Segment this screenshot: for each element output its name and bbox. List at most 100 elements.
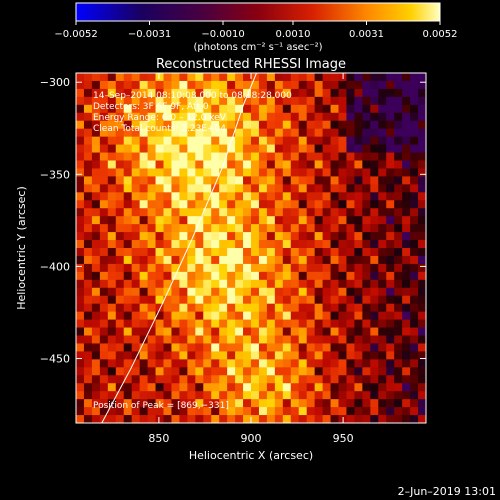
heatmap-cell bbox=[83, 279, 93, 289]
heatmap-cell bbox=[354, 287, 363, 297]
heatmap-cell bbox=[171, 263, 181, 273]
heatmap-cell bbox=[354, 136, 363, 146]
heatmap-cell bbox=[131, 216, 141, 225]
heatmap-cell bbox=[83, 375, 93, 384]
heatmap-cell bbox=[251, 359, 260, 368]
heatmap-cell bbox=[370, 375, 379, 384]
heatmap-cell bbox=[211, 216, 220, 225]
heatmap-cell bbox=[115, 263, 125, 273]
heatmap-cell bbox=[147, 136, 157, 146]
heatmap-cell bbox=[147, 96, 157, 106]
heatmap-cell bbox=[171, 351, 181, 360]
heatmap-cell bbox=[370, 407, 379, 416]
heatmap-cell bbox=[362, 279, 371, 289]
heatmap-cell bbox=[83, 407, 93, 416]
heatmap-cell bbox=[410, 415, 419, 423]
heatmap-cell bbox=[274, 192, 284, 201]
y-axis-label: Heliocentric Y (arcsec) bbox=[15, 186, 28, 310]
heatmap-cell bbox=[402, 168, 411, 178]
heatmap-cell bbox=[139, 391, 149, 400]
heatmap-cell bbox=[314, 279, 324, 289]
heatmap-cell bbox=[251, 279, 260, 289]
heatmap-cell bbox=[171, 136, 181, 146]
heatmap-cell bbox=[187, 375, 196, 384]
heatmap-cell bbox=[251, 80, 260, 90]
heatmap-cell bbox=[282, 295, 292, 305]
heatmap-cell bbox=[338, 176, 348, 185]
heatmap-cell bbox=[123, 351, 133, 360]
heatmap-cell bbox=[362, 335, 371, 345]
heatmap-cell bbox=[314, 359, 324, 368]
heatmap-cell bbox=[147, 248, 157, 257]
heatmap-cell bbox=[251, 192, 260, 201]
heatmap-cell bbox=[282, 327, 292, 337]
heatmap-cell bbox=[402, 248, 411, 257]
heatmap-cell bbox=[91, 327, 101, 337]
heatmap-cell bbox=[115, 184, 125, 193]
heatmap-cell bbox=[378, 343, 387, 353]
heatmap-cell bbox=[243, 303, 252, 313]
heatmap-cell bbox=[179, 216, 188, 225]
heatmap-cell bbox=[99, 73, 109, 82]
heatmap-cell bbox=[131, 391, 141, 400]
heatmap-cell bbox=[386, 311, 395, 321]
heatmap-cell bbox=[227, 168, 236, 178]
heatmap-cell bbox=[211, 263, 220, 273]
heatmap-cell bbox=[147, 192, 157, 201]
heatmap-cell bbox=[362, 128, 371, 138]
heatmap-cell bbox=[258, 279, 268, 289]
heatmap-cell bbox=[211, 359, 220, 368]
heatmap-cell bbox=[187, 160, 196, 170]
heatmap-cell bbox=[370, 327, 379, 337]
heatmap-cell bbox=[155, 200, 165, 209]
heatmap-cell bbox=[179, 263, 188, 273]
heatmap-cell bbox=[123, 407, 133, 416]
heatmap-cell bbox=[219, 176, 228, 185]
heatmap-cell bbox=[107, 128, 117, 138]
heatmap-cell bbox=[322, 176, 332, 185]
heatmap-cell bbox=[243, 160, 252, 170]
heatmap-cell bbox=[346, 96, 356, 106]
solar-limb-curve bbox=[101, 73, 257, 423]
heatmap-cell bbox=[330, 144, 340, 154]
heatmap-cell bbox=[187, 144, 196, 154]
heatmap-cell bbox=[298, 232, 308, 241]
heatmap-cell bbox=[235, 120, 244, 130]
annotation-block: 14–Sep–2014 08:10:08.000 to 08:18:28.000… bbox=[93, 91, 292, 134]
heatmap-cell bbox=[187, 303, 196, 313]
heatmap-cell bbox=[370, 279, 379, 289]
heatmap-cell bbox=[394, 168, 403, 178]
heatmap-cell bbox=[179, 88, 188, 98]
heatmap-cell bbox=[91, 96, 101, 106]
heatmap-cell bbox=[219, 144, 228, 154]
heatmap-cell bbox=[227, 96, 236, 106]
heatmap-cell bbox=[243, 168, 252, 178]
heatmap-cell bbox=[155, 80, 165, 90]
heatmap-cell bbox=[195, 311, 204, 321]
heatmap-cell bbox=[91, 351, 101, 360]
heatmap-cell bbox=[251, 383, 260, 392]
heatmap-cell bbox=[163, 343, 173, 353]
heatmap-cell bbox=[402, 144, 411, 154]
axis-ticks: 850 900 950−300−350−400−450 bbox=[40, 73, 426, 445]
heatmap-cell bbox=[354, 200, 363, 209]
heatmap-cell bbox=[115, 279, 125, 289]
heatmap-cell bbox=[378, 208, 387, 217]
heatmap-cell bbox=[282, 407, 292, 416]
heatmap-cell bbox=[322, 343, 332, 353]
heatmap-cell bbox=[131, 335, 141, 345]
heatmap-cell bbox=[107, 104, 117, 114]
heatmap-cell bbox=[227, 160, 236, 170]
heatmap-cell bbox=[354, 112, 363, 122]
heatmap-cell bbox=[266, 311, 276, 321]
heatmap-cell bbox=[402, 200, 411, 209]
heatmap-cell bbox=[147, 359, 157, 368]
heatmap-cell bbox=[330, 104, 340, 114]
heatmap-cell bbox=[195, 192, 204, 201]
heatmap-cell bbox=[362, 383, 371, 392]
heatmap-cell bbox=[402, 232, 411, 241]
heatmap-cell bbox=[219, 255, 228, 265]
heatmap-cell bbox=[99, 343, 109, 353]
heatmap-cell bbox=[219, 80, 228, 90]
heatmap-cell bbox=[203, 200, 212, 209]
